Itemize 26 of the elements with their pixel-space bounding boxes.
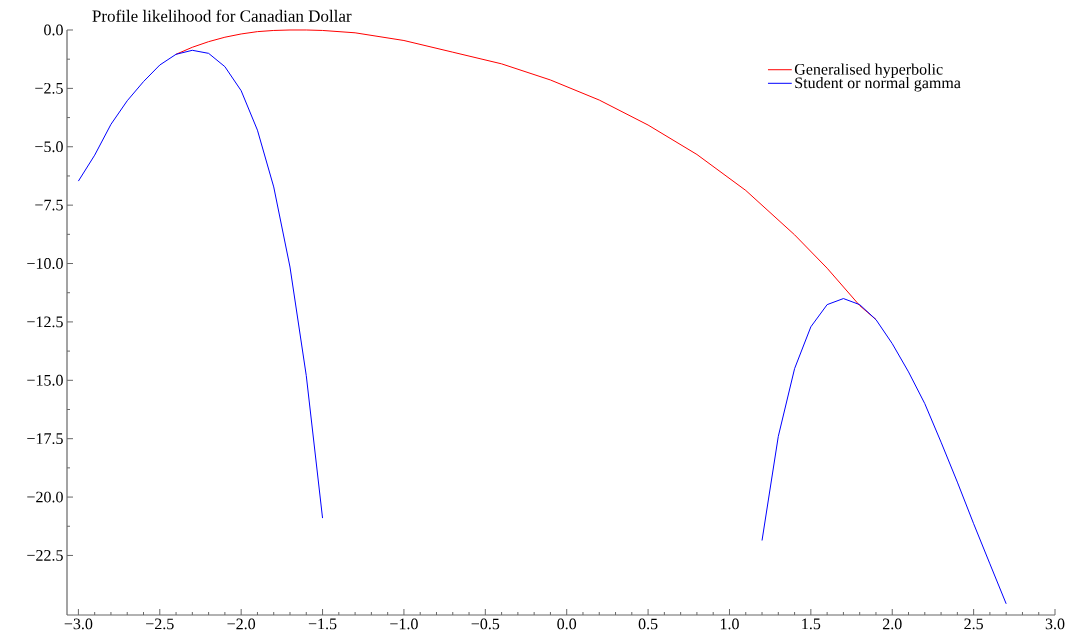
- legend-label: Student or normal gamma: [795, 77, 961, 92]
- x-tick-label: 1.5: [802, 618, 821, 630]
- y-tick-label: −15.0: [27, 374, 63, 386]
- x-tick-label: 3.0: [1045, 618, 1065, 630]
- x-tick-label: −0.5: [471, 618, 500, 630]
- y-tick-label: −5.0: [35, 141, 63, 153]
- y-tick-label: −17.5: [27, 433, 63, 445]
- x-tick-label: 0.0: [557, 618, 577, 630]
- x-tick-label: −3.0: [64, 618, 93, 630]
- y-tick-label: −12.5: [27, 316, 63, 328]
- x-tick-label: 1.0: [720, 618, 739, 630]
- x-tick-label: −1.5: [308, 618, 337, 630]
- y-tick-label: −2.5: [35, 82, 63, 94]
- x-tick-label: 0.5: [638, 618, 658, 630]
- y-tick-label: −20.0: [27, 491, 63, 503]
- chart-title: Profile likelihood for Canadian Dollar: [92, 9, 352, 22]
- legend-label: Generalised hyperbolic: [794, 63, 943, 78]
- x-tick-label: −2.5: [146, 618, 174, 630]
- x-tick-label: 2.0: [882, 618, 902, 630]
- x-tick-label: −1.0: [390, 618, 418, 630]
- y-tick-label: 0.0: [44, 24, 63, 36]
- x-tick-label: 2.5: [964, 618, 983, 630]
- y-tick-label: −22.5: [27, 550, 63, 561]
- x-tick-label: −2.0: [227, 618, 256, 630]
- y-tick-label: −10.0: [27, 258, 63, 269]
- y-tick-label: −7.5: [35, 199, 63, 211]
